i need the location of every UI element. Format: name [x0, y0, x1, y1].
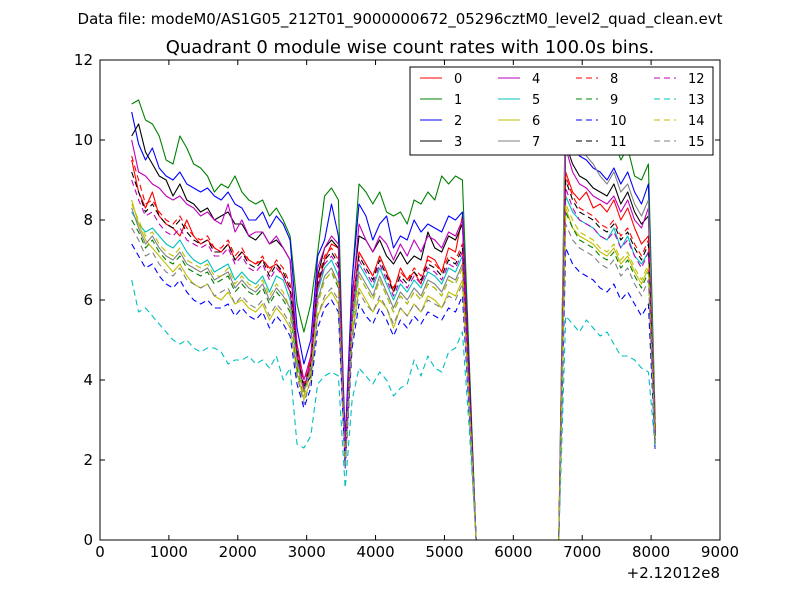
series-line-4 [131, 139, 656, 540]
y-tick-label: 8 [83, 211, 93, 229]
x-tick-label: 8000 [632, 543, 670, 561]
x-tick-label: 3000 [288, 543, 326, 561]
y-tick-label: 10 [74, 131, 93, 149]
legend-label-4: 4 [532, 72, 540, 87]
legend-label-15: 15 [688, 135, 705, 150]
legend-label-10: 10 [610, 114, 627, 129]
legend-label-11: 11 [610, 135, 627, 150]
suptitle: Data file: modeM0/AS1G05_212T01_90000006… [78, 10, 723, 29]
legend-label-9: 9 [610, 93, 618, 108]
series-layer [131, 83, 656, 540]
series-line-6 [131, 199, 656, 540]
legend-label-1: 1 [454, 93, 462, 108]
series-line-10 [131, 243, 656, 540]
x-tick-label: 2000 [219, 543, 257, 561]
y-tick-label: 6 [83, 291, 93, 309]
chart-title: Quadrant 0 module wise count rates with … [166, 37, 655, 58]
legend-label-12: 12 [688, 72, 705, 87]
series-line-12 [131, 179, 656, 540]
x-tick-label: 6000 [494, 543, 532, 561]
series-line-14 [131, 203, 656, 540]
y-tick-label: 12 [74, 51, 93, 69]
legend-label-0: 0 [454, 72, 462, 87]
series-line-0 [131, 159, 656, 540]
legend-label-13: 13 [688, 93, 705, 108]
legend-label-14: 14 [688, 114, 705, 129]
x-tick-label: 5000 [425, 543, 463, 561]
series-line-5 [131, 195, 656, 540]
legend-label-6: 6 [532, 114, 540, 129]
legend-box [409, 66, 714, 156]
series-line-13 [131, 279, 656, 540]
legend-label-7: 7 [532, 135, 540, 150]
x-tick-label: 0 [95, 543, 105, 561]
axis-ticks: 0 1000 2000 3000 4000 5000 6000 7000 8000 9000 0 2 4… [74, 51, 739, 561]
x-tick-label: 1000 [150, 543, 188, 561]
series-line-11 [131, 171, 656, 540]
legend-label-8: 8 [610, 72, 618, 87]
legend-label-2: 2 [454, 114, 462, 129]
y-tick-label: 2 [83, 451, 93, 469]
x-tick-label: 7000 [563, 543, 601, 561]
x-offset-label: +2.12012e8 [627, 564, 720, 582]
x-tick-label: 4000 [356, 543, 394, 561]
y-tick-label: 0 [83, 531, 93, 549]
x-tick-label: 9000 [701, 543, 739, 561]
legend-label-3: 3 [454, 135, 462, 150]
legend-label-5: 5 [532, 93, 540, 108]
y-tick-label: 4 [83, 371, 93, 389]
series-line-8 [131, 155, 656, 540]
